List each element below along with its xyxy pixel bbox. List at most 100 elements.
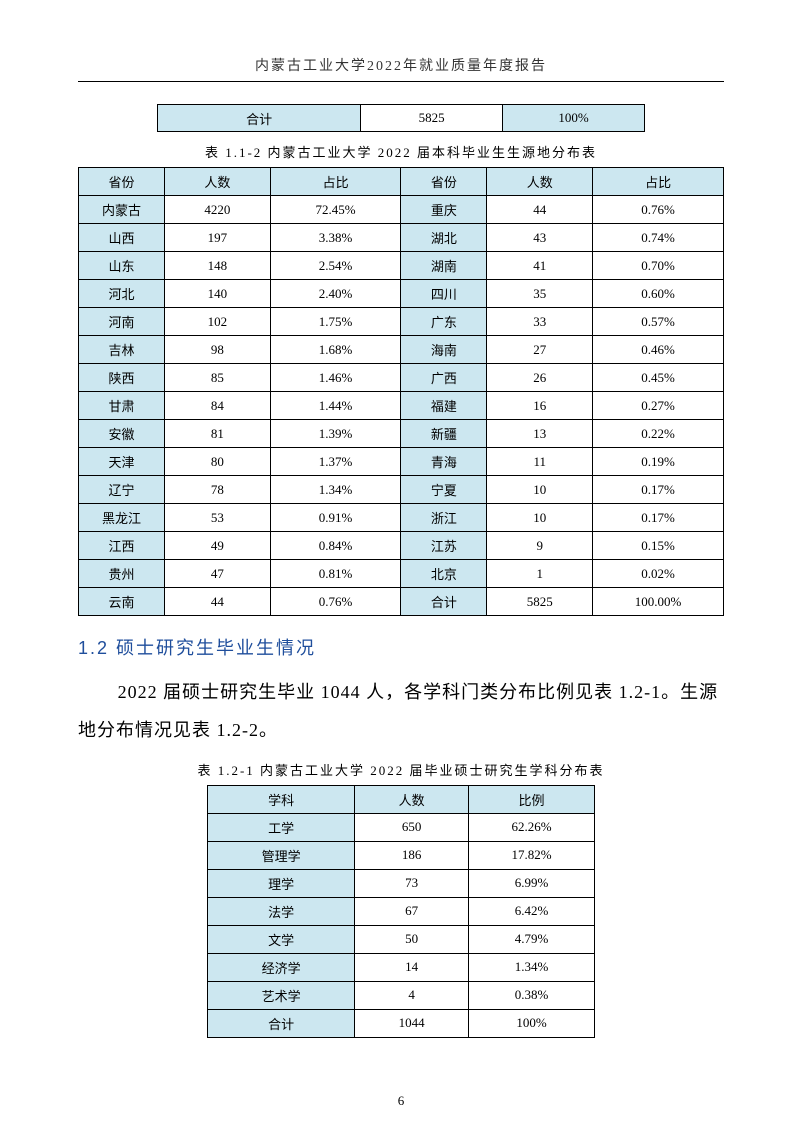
pct-cell: 0.70% (593, 252, 724, 280)
table-row: 黑龙江530.91%浙江100.17% (79, 504, 724, 532)
count-cell: 44 (487, 196, 593, 224)
province-cell: 海南 (401, 336, 487, 364)
table-row: 理学736.99% (208, 869, 595, 897)
count-cell: 148 (164, 252, 270, 280)
section-heading: 1.2 硕士研究生毕业生情况 (78, 634, 724, 660)
count-cell: 47 (164, 560, 270, 588)
pct-cell: 1.34% (270, 476, 401, 504)
province-cell: 北京 (401, 560, 487, 588)
count-cell: 49 (164, 532, 270, 560)
table-row: 吉林981.68%海南270.46% (79, 336, 724, 364)
pct-cell: 0.19% (593, 448, 724, 476)
table-row: 天津801.37%青海110.19% (79, 448, 724, 476)
discipline-distribution-table: 学科 人数 比例 工学65062.26%管理学18617.82%理学736.99… (207, 785, 595, 1038)
count-cell: 16 (487, 392, 593, 420)
table-header-row: 学科 人数 比例 (208, 785, 595, 813)
count-cell: 10 (487, 476, 593, 504)
pct-cell: 0.81% (270, 560, 401, 588)
table-row: 山东1482.54%湖南410.70% (79, 252, 724, 280)
table-row: 工学65062.26% (208, 813, 595, 841)
province-cell: 陕西 (79, 364, 165, 392)
province-cell: 河南 (79, 308, 165, 336)
table-row: 河北1402.40%四川350.60% (79, 280, 724, 308)
count-cell: 1044 (355, 1009, 469, 1037)
subject-cell: 经济学 (208, 953, 355, 981)
count-cell: 11 (487, 448, 593, 476)
pct-cell: 2.54% (270, 252, 401, 280)
count-cell: 14 (355, 953, 469, 981)
pct-cell: 0.84% (270, 532, 401, 560)
province-cell: 青海 (401, 448, 487, 476)
province-cell: 内蒙古 (79, 196, 165, 224)
province-cell: 甘肃 (79, 392, 165, 420)
count-cell: 140 (164, 280, 270, 308)
count-cell: 53 (164, 504, 270, 532)
pct-cell: 1.75% (270, 308, 401, 336)
pct-cell: 1.44% (270, 392, 401, 420)
count-cell: 67 (355, 897, 469, 925)
pct-cell: 0.60% (593, 280, 724, 308)
count-cell: 85 (164, 364, 270, 392)
count-cell: 41 (487, 252, 593, 280)
pct-cell: 1.34% (469, 953, 595, 981)
count-cell: 1 (487, 560, 593, 588)
subject-cell: 文学 (208, 925, 355, 953)
table-row: 江西490.84%江苏90.15% (79, 532, 724, 560)
table-row: 法学676.42% (208, 897, 595, 925)
summary-table: 合计 5825 100% (157, 104, 645, 132)
col-header-count: 人数 (164, 168, 270, 196)
pct-cell: 0.38% (469, 981, 595, 1009)
pct-cell: 72.45% (270, 196, 401, 224)
subject-cell: 工学 (208, 813, 355, 841)
table-row: 安徽811.39%新疆130.22% (79, 420, 724, 448)
count-cell: 26 (487, 364, 593, 392)
pct-cell: 0.76% (270, 588, 401, 616)
table-row: 经济学141.34% (208, 953, 595, 981)
pct-cell: 2.40% (270, 280, 401, 308)
summary-label-cell: 合计 (158, 105, 361, 132)
pct-cell: 100.00% (593, 588, 724, 616)
province-cell: 河北 (79, 280, 165, 308)
pct-cell: 0.15% (593, 532, 724, 560)
count-cell: 33 (487, 308, 593, 336)
pct-cell: 0.22% (593, 420, 724, 448)
province-cell: 贵州 (79, 560, 165, 588)
table-row: 甘肃841.44%福建160.27% (79, 392, 724, 420)
province-cell: 湖南 (401, 252, 487, 280)
pct-cell: 0.74% (593, 224, 724, 252)
pct-cell: 0.27% (593, 392, 724, 420)
col-header-province: 省份 (79, 168, 165, 196)
province-cell: 浙江 (401, 504, 487, 532)
col-header-pct: 比例 (469, 785, 595, 813)
subject-cell: 合计 (208, 1009, 355, 1037)
pct-cell: 0.17% (593, 504, 724, 532)
count-cell: 84 (164, 392, 270, 420)
count-cell: 81 (164, 420, 270, 448)
count-cell: 9 (487, 532, 593, 560)
pct-cell: 100% (469, 1009, 595, 1037)
count-cell: 10 (487, 504, 593, 532)
table-row: 合计 5825 100% (158, 105, 645, 132)
province-cell: 江苏 (401, 532, 487, 560)
subject-cell: 理学 (208, 869, 355, 897)
count-cell: 78 (164, 476, 270, 504)
page-header: 内蒙古工业大学2022年就业质量年度报告 (78, 55, 724, 82)
count-cell: 4 (355, 981, 469, 1009)
col-header-pct: 占比 (593, 168, 724, 196)
province-cell: 天津 (79, 448, 165, 476)
pct-cell: 3.38% (270, 224, 401, 252)
pct-cell: 62.26% (469, 813, 595, 841)
count-cell: 27 (487, 336, 593, 364)
pct-cell: 17.82% (469, 841, 595, 869)
body-paragraph: 2022 届硕士研究生毕业 1044 人，各学科门类分布比例见表 1.2-1。生… (78, 674, 724, 750)
table1-caption: 表 1.1-2 内蒙古工业大学 2022 届本科毕业生生源地分布表 (78, 142, 724, 161)
count-cell: 650 (355, 813, 469, 841)
pct-cell: 6.99% (469, 869, 595, 897)
table-row: 合计1044100% (208, 1009, 595, 1037)
subject-cell: 艺术学 (208, 981, 355, 1009)
count-cell: 35 (487, 280, 593, 308)
province-cell: 广西 (401, 364, 487, 392)
summary-pct-cell: 100% (503, 105, 645, 132)
pct-cell: 0.45% (593, 364, 724, 392)
summary-count-cell: 5825 (361, 105, 503, 132)
